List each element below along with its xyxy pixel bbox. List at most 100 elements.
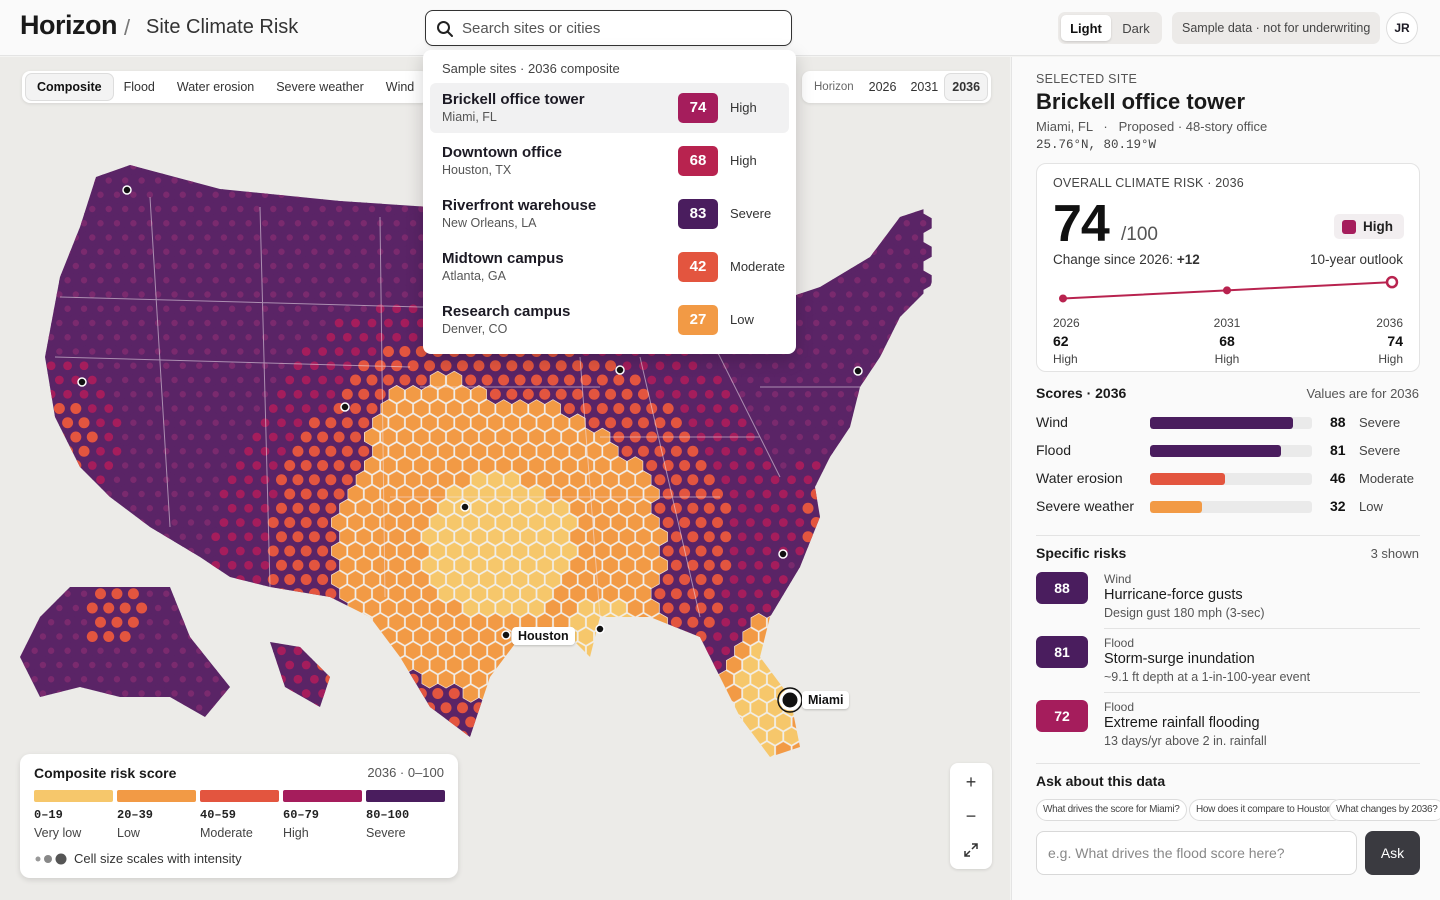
hex-cell-bg bbox=[20, 170, 35, 191]
tab-severe-weather[interactable]: Severe weather bbox=[276, 80, 364, 94]
hex-dot bbox=[887, 248, 894, 255]
map-label-houston[interactable]: Houston bbox=[512, 627, 575, 645]
fullscreen-button[interactable] bbox=[950, 833, 992, 867]
zoom-out-button[interactable]: − bbox=[965, 806, 977, 826]
site-pin[interactable] bbox=[340, 402, 350, 412]
hex-dot bbox=[358, 417, 370, 429]
legend-note: Cell size scales with intensity bbox=[34, 851, 242, 866]
hex-cell-bg bbox=[34, 484, 52, 504]
theme-light-button[interactable]: Light bbox=[1061, 15, 1111, 41]
hex-dot bbox=[531, 745, 543, 756]
hex-dot bbox=[869, 475, 879, 485]
hex-cell-bg bbox=[848, 641, 866, 661]
hex-cell bbox=[421, 527, 438, 546]
suggestion-chip[interactable]: What drives the score for Miami? bbox=[1036, 799, 1187, 821]
theme-dark-button[interactable]: Dark bbox=[1113, 15, 1159, 41]
hex-dot bbox=[171, 376, 178, 384]
tab-flood[interactable]: Flood bbox=[123, 80, 155, 94]
hex-cell-bg bbox=[248, 142, 265, 162]
hex-dot bbox=[350, 460, 362, 471]
site-pin[interactable] bbox=[77, 377, 87, 387]
search-result-item[interactable]: Midtown campus Atlanta, GA 42 Moderate bbox=[430, 242, 789, 292]
hex-dot bbox=[187, 405, 195, 412]
site-pin[interactable] bbox=[595, 624, 605, 634]
hex-cell-bg bbox=[59, 498, 77, 519]
site-pin[interactable] bbox=[122, 185, 132, 195]
hex-cell-bg bbox=[898, 384, 916, 405]
hex-cell bbox=[594, 484, 611, 504]
hex-dot bbox=[179, 191, 186, 198]
site-pin[interactable] bbox=[853, 366, 863, 376]
hex-cell bbox=[454, 641, 471, 660]
hex-dot bbox=[870, 191, 878, 198]
hex-dot bbox=[358, 673, 370, 685]
score-bar-fill bbox=[1150, 501, 1202, 513]
hex-cell-bg bbox=[659, 626, 677, 647]
hex-dot bbox=[895, 376, 902, 384]
hex-dot bbox=[235, 546, 245, 556]
search-result-item[interactable]: Research campus Denver, CO 27 Low bbox=[430, 295, 789, 345]
hex-dot bbox=[844, 461, 854, 470]
hex-cell-bg bbox=[898, 669, 916, 689]
hex-dot bbox=[284, 602, 296, 614]
tab-composite[interactable]: Composite bbox=[26, 74, 113, 100]
user-avatar[interactable]: JR bbox=[1386, 12, 1418, 44]
hex-cell-bg bbox=[2, 456, 19, 476]
search-result-item[interactable]: Riverfront warehouse New Orleans, LA 83 Sev… bbox=[430, 189, 789, 239]
hex-cell bbox=[578, 456, 594, 475]
tab-wind[interactable]: Wind bbox=[385, 80, 415, 94]
hex-cell bbox=[791, 741, 808, 757]
hex-dot bbox=[695, 488, 707, 500]
selected-site-pin[interactable] bbox=[779, 689, 801, 711]
suggestion-chip[interactable]: How does it compare to Houston? bbox=[1189, 799, 1345, 821]
hex-dot bbox=[45, 417, 57, 429]
score-bar-track bbox=[1150, 501, 1312, 513]
hex-dot bbox=[39, 690, 47, 697]
specific-risk-item[interactable]: 88 Wind Hurricane-force gusts Design gust 1… bbox=[1036, 572, 1420, 636]
suggestion-chip[interactable]: What changes by 2036? bbox=[1329, 799, 1440, 821]
year-2036[interactable]: 2036 bbox=[945, 74, 988, 100]
search-result-item[interactable]: Brickell office tower Miami, FL 74 High bbox=[430, 83, 789, 133]
hex-cell-bg bbox=[157, 726, 175, 746]
search-input[interactable] bbox=[462, 17, 782, 39]
ask-input[interactable] bbox=[1036, 831, 1357, 875]
ask-button[interactable]: Ask bbox=[1365, 831, 1420, 875]
search-box[interactable] bbox=[425, 10, 792, 46]
specific-risk-item[interactable]: 72 Flood Extreme rainfall flooding 13 days/… bbox=[1036, 700, 1420, 764]
hex-cell bbox=[536, 584, 553, 603]
site-pin[interactable] bbox=[615, 365, 625, 375]
tab-water-erosion[interactable]: Water erosion bbox=[176, 80, 255, 94]
hex-cell-bg bbox=[519, 698, 537, 718]
hex-dot bbox=[837, 165, 845, 170]
hex-dot bbox=[327, 277, 335, 284]
hex-cell-bg bbox=[807, 569, 825, 590]
hex-dot bbox=[39, 747, 47, 754]
hex-cell-bg bbox=[231, 598, 249, 618]
hex-dot bbox=[911, 718, 919, 726]
hex-cell-bg bbox=[388, 726, 406, 746]
hex-dot bbox=[762, 575, 772, 584]
map-label-miami[interactable]: Miami bbox=[802, 691, 850, 709]
hex-cell bbox=[726, 741, 742, 757]
site-pin[interactable] bbox=[460, 502, 470, 512]
hex-cell-bg bbox=[322, 641, 340, 661]
year-2026[interactable]: 2026 bbox=[868, 80, 897, 94]
specific-risk-item[interactable]: 81 Flood Storm-surge inundation ~9.1 ft dep… bbox=[1036, 636, 1420, 700]
year-2031[interactable]: 2031 bbox=[910, 80, 939, 94]
zoom-in-button[interactable]: + bbox=[965, 772, 977, 792]
hex-cell bbox=[405, 527, 422, 546]
hex-cell bbox=[586, 499, 603, 518]
hex-dot bbox=[7, 548, 13, 554]
hex-cell-bg bbox=[906, 170, 924, 191]
site-pin[interactable] bbox=[501, 630, 511, 640]
hex-cell-bg bbox=[552, 698, 570, 718]
hex-dot bbox=[228, 647, 236, 654]
hex-cell-bg bbox=[20, 469, 27, 490]
hex-dot bbox=[86, 431, 98, 443]
hex-cell-bg bbox=[355, 698, 373, 718]
site-pin[interactable] bbox=[778, 549, 788, 559]
hex-dot bbox=[196, 647, 203, 654]
brand-logo[interactable]: Horizon bbox=[20, 10, 118, 40]
search-result-item[interactable]: Downtown office Houston, TX 68 High bbox=[430, 136, 789, 186]
hex-cell bbox=[561, 484, 578, 504]
